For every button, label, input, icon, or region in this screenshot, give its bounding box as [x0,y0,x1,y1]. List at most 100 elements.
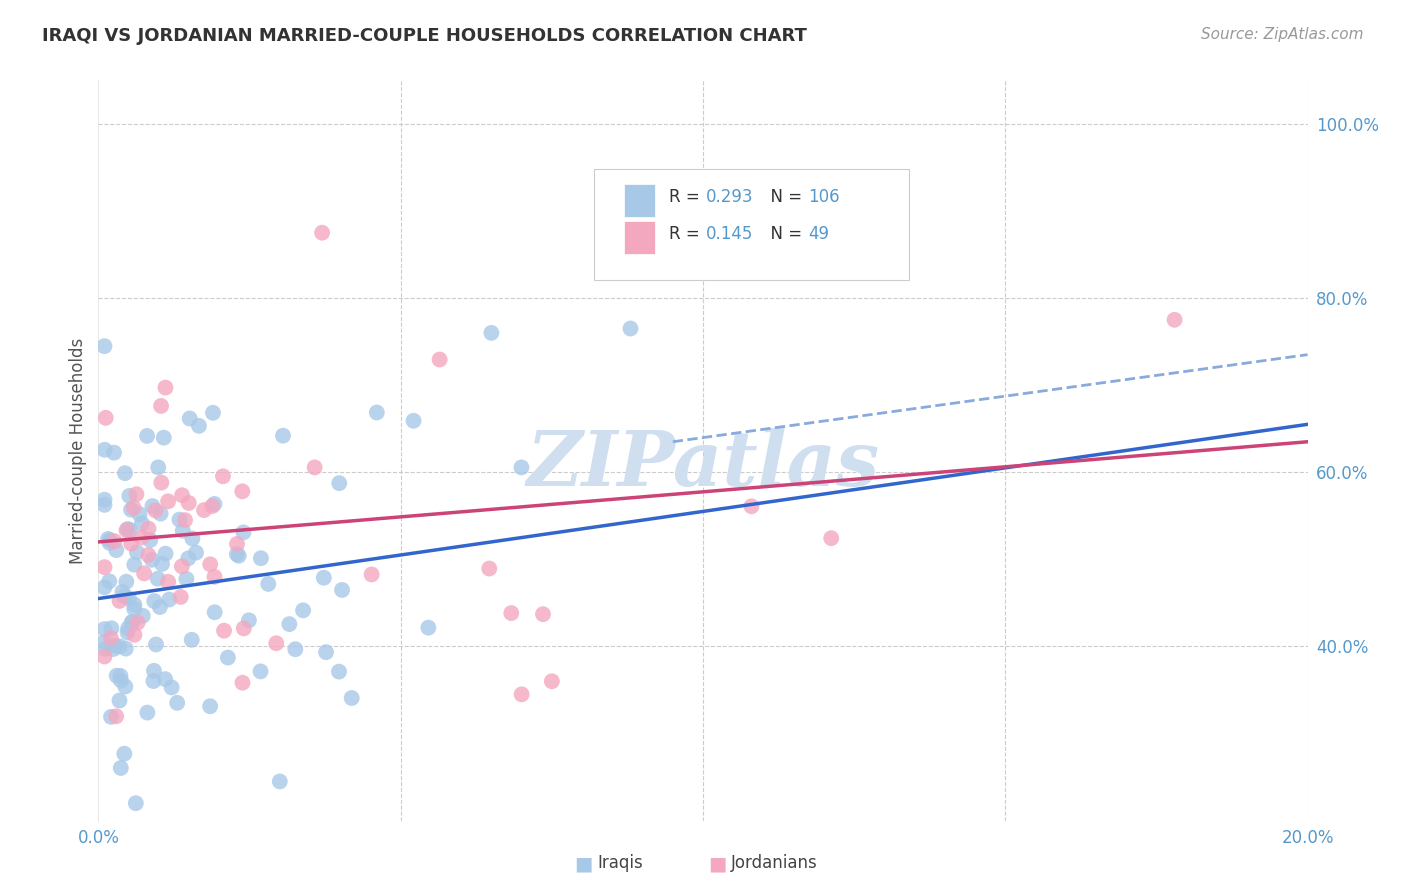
Point [150,399,173,413]
Point [540,674,562,689]
Point [142,673,165,688]
Point [264,636,287,650]
Text: 49: 49 [808,226,830,244]
Point [177,551,200,566]
Point [125,487,148,501]
Point [94,410,117,425]
Point [160,681,183,695]
Point [200,558,222,572]
Point [127,615,149,630]
Point [231,484,253,499]
Point [232,525,254,540]
Point [204,497,226,511]
Point [108,640,131,654]
Point [136,548,159,562]
Point [212,469,235,483]
Point [304,460,326,475]
Point [136,429,159,443]
Point [257,577,280,591]
Point [108,594,131,608]
Point [228,549,250,563]
Point [481,326,503,340]
Point [225,547,247,561]
Point [93,635,115,649]
Point [112,747,135,761]
Point [328,476,350,491]
Point [111,585,134,599]
Point [179,411,201,425]
Point [110,673,132,688]
Point [139,533,162,547]
Point [114,641,136,656]
Point [157,592,180,607]
Point [271,428,294,442]
Text: Source: ZipAtlas.com: Source: ZipAtlas.com [1201,27,1364,42]
Point [98,533,121,547]
Point [93,649,115,664]
Point [510,460,533,475]
Text: IRAQI VS JORDANIAN MARRIED-COUPLE HOUSEHOLDS CORRELATION CHART: IRAQI VS JORDANIAN MARRIED-COUPLE HOUSEH… [42,27,807,45]
Point [125,796,148,810]
Point [93,498,115,512]
Point [118,591,141,606]
Point [121,615,143,629]
Point [170,590,193,604]
Point [180,632,202,647]
Point [312,571,335,585]
Point [740,500,762,514]
Point [104,639,127,653]
Point [132,608,155,623]
Point [121,615,143,630]
Point [131,530,153,544]
Point [204,570,226,584]
Point [193,503,215,517]
Text: ■: ■ [574,854,593,873]
Point [148,460,170,475]
Text: N =: N = [759,188,807,206]
Point [100,621,122,635]
Point [166,696,188,710]
Point [108,693,131,707]
Point [201,499,224,513]
Point [100,710,122,724]
Point [105,543,128,558]
Point [150,557,173,571]
Point [157,494,180,508]
Point [284,642,307,657]
Point [619,321,641,335]
Point [141,553,163,567]
Point [249,665,271,679]
Point [112,589,135,603]
Y-axis label: Married-couple Households: Married-couple Households [69,337,87,564]
Point [226,537,249,551]
Point [501,606,523,620]
Point [103,642,125,657]
Point [143,594,166,608]
Point [201,406,224,420]
Text: Iraqis: Iraqis [598,855,644,872]
Point [117,621,139,635]
Point [118,489,141,503]
Point [157,574,180,589]
Text: ■: ■ [707,854,727,873]
Point [125,545,148,559]
Point [117,522,139,536]
Point [429,352,451,367]
Point [115,574,138,589]
Point [97,532,120,546]
Point [93,580,115,594]
Point [478,561,501,575]
Point [152,431,174,445]
Point [93,442,115,457]
Point [146,572,169,586]
Point [149,600,172,615]
Point [143,664,166,678]
Point [98,536,121,550]
Point [103,534,125,549]
Point [124,598,146,612]
Point [93,560,115,574]
Point [145,503,167,517]
Point [330,582,353,597]
Point [114,466,136,480]
Point [232,621,254,635]
